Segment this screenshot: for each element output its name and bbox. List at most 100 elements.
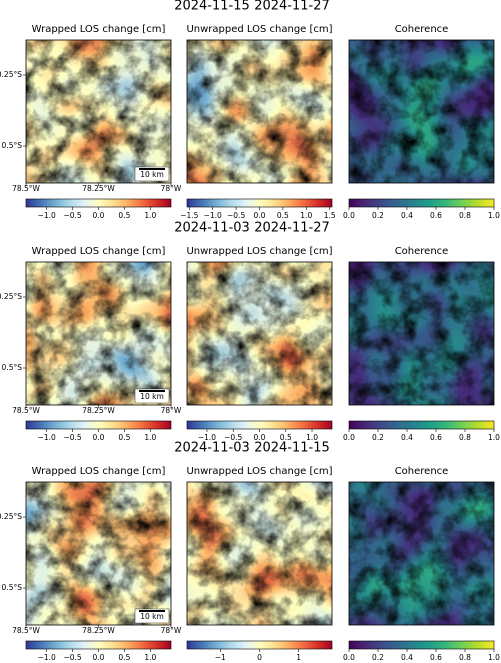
- colorbar-tick-label: 0.0: [93, 211, 105, 220]
- map-frame: [348, 261, 495, 406]
- lon-label: 78°W: [161, 406, 182, 415]
- map-image: [349, 40, 494, 183]
- colorbar-tick-label: 0.2: [372, 433, 384, 442]
- map-image: [187, 262, 332, 405]
- colorbar-tick-label: 0.4: [401, 433, 413, 442]
- date-label: 2024-11-15: [174, 0, 250, 14]
- colorbar: [25, 640, 172, 650]
- lat-label: 0.25°S: [0, 70, 22, 79]
- colorbar-tick-label: 0.8: [459, 211, 471, 220]
- date-label: 2024-11-27: [254, 221, 330, 236]
- colorbar-tick-label: 0.6: [430, 211, 442, 220]
- colorbar: [348, 420, 495, 430]
- colorbar-tick-label: −1.0: [198, 433, 216, 442]
- panel-title: Wrapped LOS change [cm]: [32, 246, 166, 257]
- colorbar-tick-label: 0.4: [401, 653, 413, 662]
- scale-bar: [139, 610, 165, 612]
- colorbar-tick-label: −1.0: [38, 433, 56, 442]
- colorbar: [348, 640, 495, 650]
- panel-title: Wrapped LOS change [cm]: [32, 466, 166, 477]
- lat-label: 0.5°S: [2, 141, 23, 150]
- lat-label: 0.5°S: [2, 363, 23, 372]
- colorbar-tick-label: 0.6: [430, 433, 442, 442]
- lon-label: 78°W: [161, 626, 182, 635]
- colorbar-tick-label: 0.0: [343, 653, 355, 662]
- map-frame: [348, 39, 495, 184]
- lat-label: 0.25°S: [0, 512, 22, 521]
- panel-title: Unwrapped LOS change [cm]: [186, 466, 332, 477]
- colorbar-tick-label: 1.0: [306, 433, 318, 442]
- colorbar-tick-label: 0: [257, 653, 262, 662]
- colorbar-tick-label: −1.0: [204, 211, 222, 220]
- map-image: [26, 40, 171, 183]
- colorbar-tick-label: 0.0: [93, 433, 105, 442]
- colorbar-tick-label: 0.8: [459, 433, 471, 442]
- lon-label: 78.5°W: [12, 406, 40, 415]
- colorbar-tick-label: 1.0: [144, 433, 156, 442]
- colorbar-tick-label: −1.0: [38, 653, 56, 662]
- colorbar-tick-label: 0.0: [93, 653, 105, 662]
- map-image: [349, 482, 494, 625]
- colorbar-tick-label: 0.2: [372, 211, 384, 220]
- colorbar-tick-label: 0.8: [459, 653, 471, 662]
- map-frame: [186, 481, 333, 626]
- date-label: 2024-11-03: [174, 441, 250, 456]
- panel-title: Coherence: [395, 466, 449, 477]
- panel-title: Wrapped LOS change [cm]: [32, 24, 166, 35]
- colorbar-tick-label: −0.5: [63, 211, 81, 220]
- colorbar-tick-label: −1.0: [38, 211, 56, 220]
- scale-bar-label: 10 km: [140, 170, 164, 179]
- colorbar-tick-label: −1.5: [180, 211, 198, 220]
- colorbar-tick-label: 0.0: [343, 211, 355, 220]
- colorbar-tick-label: 1.0: [144, 653, 156, 662]
- colorbar-tick-label: 1.0: [488, 211, 500, 220]
- colorbar-tick-label: 0.5: [118, 211, 130, 220]
- colorbar-tick-label: 0.4: [401, 211, 413, 220]
- colorbar: [348, 198, 495, 208]
- colorbar-tick-label: 1: [296, 653, 301, 662]
- scale-bar: [139, 390, 165, 392]
- colorbar-tick-label: 0.5: [277, 211, 289, 220]
- lon-label: 78.25°W: [82, 626, 115, 635]
- colorbar-tick-label: 1.0: [144, 211, 156, 220]
- scale-bar: [139, 168, 165, 170]
- map-image: [187, 40, 332, 183]
- colorbar-tick-label: 0.0: [254, 211, 266, 220]
- map-image: [187, 482, 332, 625]
- scale-bar-label: 10 km: [140, 612, 164, 621]
- colorbar-tick-label: 0.5: [280, 433, 292, 442]
- colorbar-tick-label: 0.2: [372, 653, 384, 662]
- colorbar-tick-label: 1.0: [488, 433, 500, 442]
- map-frame: [186, 39, 333, 184]
- colorbar-tick-label: 0.5: [118, 653, 130, 662]
- map-image: [26, 482, 171, 625]
- scale-bar-box: [134, 388, 170, 404]
- colorbar: [25, 198, 172, 208]
- lon-label: 78.5°W: [12, 626, 40, 635]
- colorbar-tick-label: −1: [215, 653, 226, 662]
- colorbar-tick-label: −0.5: [227, 211, 245, 220]
- scale-bar-label: 10 km: [140, 392, 164, 401]
- colorbar: [25, 420, 172, 430]
- lat-label: 0.25°S: [0, 292, 22, 301]
- map-image: [26, 262, 171, 405]
- date-label: 2024-11-27: [254, 0, 330, 14]
- colorbar-tick-label: 1.0: [488, 653, 500, 662]
- panel-title: Coherence: [395, 246, 449, 257]
- colorbar-tick-label: 0.5: [118, 433, 130, 442]
- colorbar: [186, 420, 333, 430]
- colorbar-tick-label: 1.5: [324, 211, 336, 220]
- panel-title: Unwrapped LOS change [cm]: [186, 246, 332, 257]
- map-frame: [186, 261, 333, 406]
- lat-label: 0.5°S: [2, 583, 23, 592]
- lon-label: 78.5°W: [12, 184, 40, 193]
- colorbar-tick-label: 0.0: [254, 433, 266, 442]
- colorbar-tick-label: 0.0: [343, 433, 355, 442]
- colorbar-tick-label: −0.5: [63, 433, 81, 442]
- date-label: 2024-11-03: [174, 221, 250, 236]
- map-image: [349, 262, 494, 405]
- colorbar-tick-label: 0.6: [430, 653, 442, 662]
- panel-title: Coherence: [395, 24, 449, 35]
- colorbar: [186, 640, 333, 650]
